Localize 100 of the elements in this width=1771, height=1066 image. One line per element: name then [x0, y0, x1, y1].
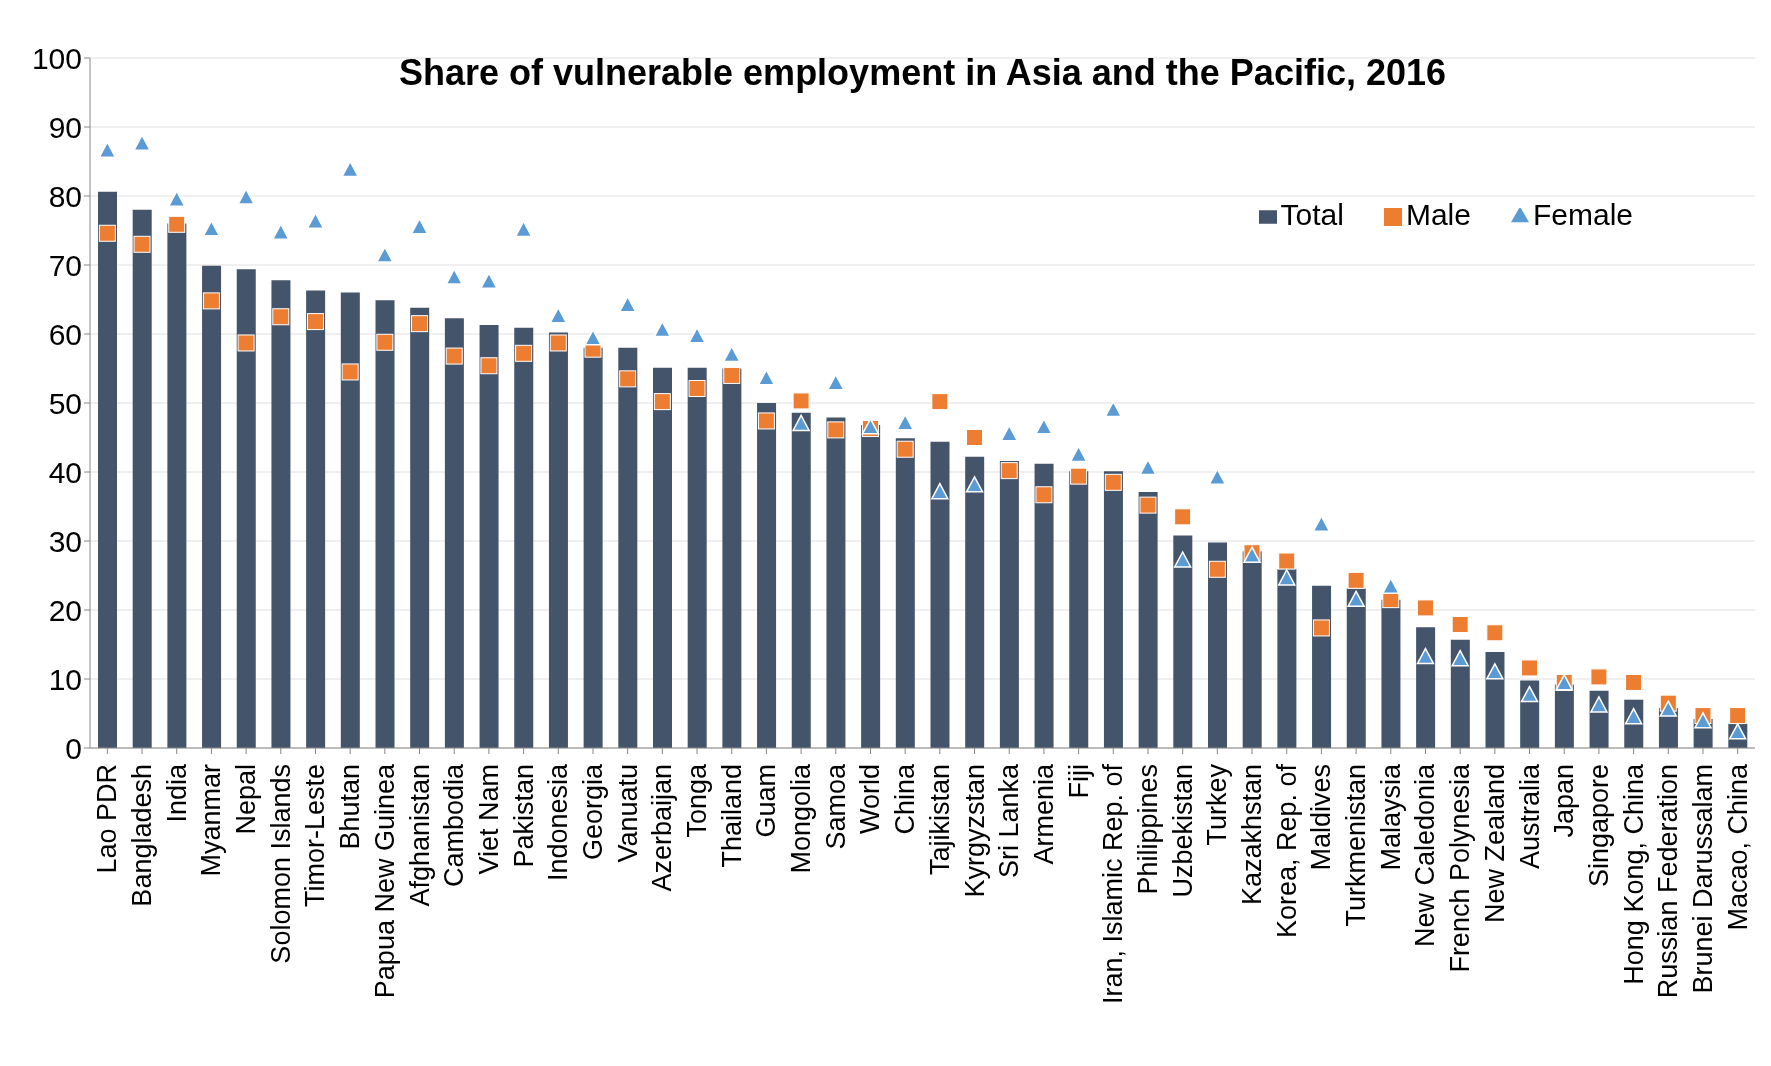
bar — [1138, 492, 1158, 748]
bar — [410, 307, 430, 748]
bar — [1103, 471, 1123, 748]
point — [341, 363, 359, 381]
y-tick-label: 40 — [48, 455, 82, 489]
x-tick-label: Lao PDR — [92, 764, 123, 874]
y-tick-label: 10 — [48, 662, 82, 696]
point — [1347, 590, 1365, 608]
x-tick-label: Kazakhstan — [1237, 764, 1268, 906]
point — [653, 393, 671, 411]
x-tick-label: Japan — [1549, 764, 1580, 838]
x-tick-label: Solomon Islands — [265, 764, 296, 964]
x-tick-label: World — [855, 764, 886, 835]
point — [1312, 619, 1330, 637]
x-tick-label: Russian Federation — [1653, 764, 1684, 999]
bar — [1381, 599, 1401, 748]
x-tick-label: Pakistan — [508, 764, 539, 868]
point — [1486, 663, 1504, 680]
point — [1139, 496, 1157, 514]
point — [1659, 700, 1678, 717]
point — [445, 268, 463, 285]
bar — [930, 441, 950, 748]
point — [1347, 571, 1365, 589]
x-tick-label: French Polynesia — [1445, 763, 1476, 973]
point — [1590, 696, 1608, 713]
bar — [340, 292, 360, 748]
x-tick-label: Viet Nam — [473, 764, 504, 875]
bar — [375, 300, 395, 748]
y-tick-label: 80 — [48, 179, 82, 213]
x-tick-label: Kyrgyzstan — [959, 764, 990, 898]
point — [827, 421, 845, 439]
point — [896, 440, 914, 458]
bar — [687, 367, 707, 748]
point — [688, 380, 706, 398]
x-tick-label: Iran, Islamic Rep. of — [1098, 763, 1129, 1005]
point — [411, 315, 429, 333]
point — [376, 246, 394, 263]
point — [272, 308, 290, 326]
x-tick-label: Sri Lanka — [994, 763, 1025, 879]
x-tick-label: Tonga — [682, 763, 713, 838]
bar — [618, 347, 638, 748]
point — [376, 333, 394, 351]
bar — [1069, 471, 1089, 748]
x-tick-label: Bangladesh — [127, 764, 158, 907]
point — [965, 476, 984, 493]
x-tick-label: Singapore — [1583, 764, 1614, 888]
x-tick-label: New Caledonia — [1410, 763, 1441, 948]
point — [619, 370, 637, 388]
point — [237, 188, 255, 205]
bar — [444, 318, 464, 748]
y-tick-label: 100 — [31, 41, 82, 75]
x-tick-label: Guam — [751, 764, 782, 838]
point — [1070, 467, 1088, 485]
point — [1173, 551, 1192, 568]
x-tick-label: Fiji — [1063, 764, 1094, 799]
point — [792, 414, 810, 432]
point — [688, 327, 706, 344]
x-tick-label: Bhutan — [335, 764, 366, 850]
bar — [548, 332, 568, 748]
bar — [98, 191, 117, 748]
x-tick-label: Turkey — [1202, 763, 1233, 846]
point — [133, 235, 151, 253]
x-tick-label: Korea, Rep. of — [1271, 763, 1302, 939]
point — [1416, 599, 1434, 617]
point — [1000, 462, 1018, 480]
point — [1174, 508, 1192, 526]
bar — [826, 417, 846, 748]
x-tick-label: Vanuatu — [612, 764, 643, 863]
point — [757, 412, 775, 430]
x-tick-label: Uzbekistan — [1167, 764, 1198, 898]
point — [480, 357, 498, 375]
x-tick-label: Philippines — [1132, 764, 1163, 895]
bar — [514, 327, 534, 748]
bar — [479, 325, 499, 748]
x-tick-label: Azerbaijan — [647, 764, 678, 892]
legend-label: Female — [1532, 198, 1633, 231]
point — [966, 429, 984, 446]
point — [202, 292, 220, 310]
x-tick-label: Timor-Leste — [300, 764, 331, 908]
point — [1416, 647, 1435, 665]
x-tick-label: Cambodia — [439, 763, 470, 888]
point — [1694, 712, 1712, 729]
bar — [236, 269, 256, 748]
point — [237, 334, 255, 352]
y-tick-label: 20 — [48, 593, 82, 627]
bar — [132, 209, 152, 748]
bar — [861, 425, 881, 748]
y-tick-label: 0 — [65, 731, 82, 765]
point — [931, 393, 949, 411]
bar — [1208, 542, 1227, 748]
point — [515, 344, 533, 362]
x-tick-label: Mongolia — [786, 763, 817, 874]
point — [1277, 569, 1296, 586]
point — [1590, 668, 1608, 686]
bar — [1242, 551, 1262, 748]
point — [1729, 707, 1747, 725]
x-tick-label: Armenia — [1028, 763, 1059, 865]
point — [306, 313, 324, 331]
bar — [895, 438, 915, 748]
bar — [653, 367, 672, 748]
